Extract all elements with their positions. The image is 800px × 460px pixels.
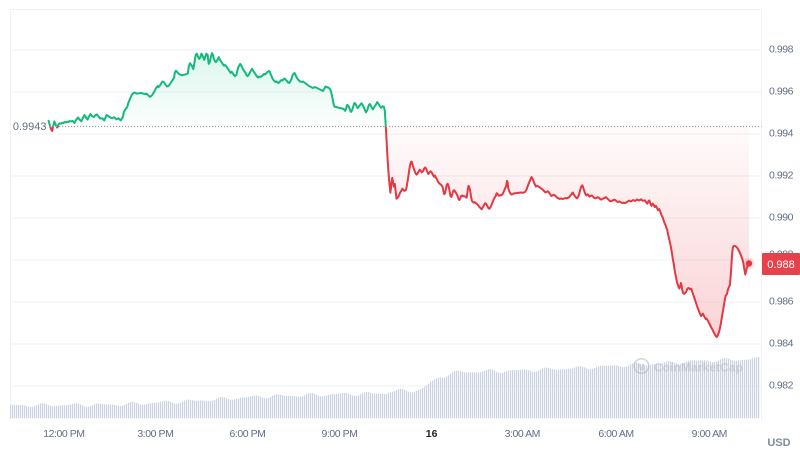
svg-text:6:00 AM: 6:00 AM [598,428,633,440]
svg-text:9:00 PM: 9:00 PM [322,428,358,440]
svg-text:0.994: 0.994 [769,128,794,140]
svg-text:0.9943: 0.9943 [13,121,47,133]
svg-text:3:00 PM: 3:00 PM [137,428,173,440]
svg-text:CoinMarketCap: CoinMarketCap [654,360,743,374]
svg-text:0.998: 0.998 [769,44,794,56]
svg-text:3:00 AM: 3:00 AM [505,428,540,440]
svg-text:0.986: 0.986 [769,296,794,308]
svg-text:12:00 PM: 12:00 PM [43,428,84,440]
svg-text:0.982: 0.982 [769,380,794,392]
svg-text:9:00 AM: 9:00 AM [692,428,727,440]
svg-text:16: 16 [426,428,438,440]
svg-text:0.984: 0.984 [769,338,794,350]
svg-text:0.996: 0.996 [769,86,794,98]
svg-text:0.988: 0.988 [767,259,795,271]
svg-text:M: M [637,362,645,372]
svg-text:0.990: 0.990 [769,212,794,224]
svg-text:USD: USD [767,437,790,449]
svg-text:0.992: 0.992 [769,170,794,182]
svg-text:6:00 PM: 6:00 PM [230,428,266,440]
